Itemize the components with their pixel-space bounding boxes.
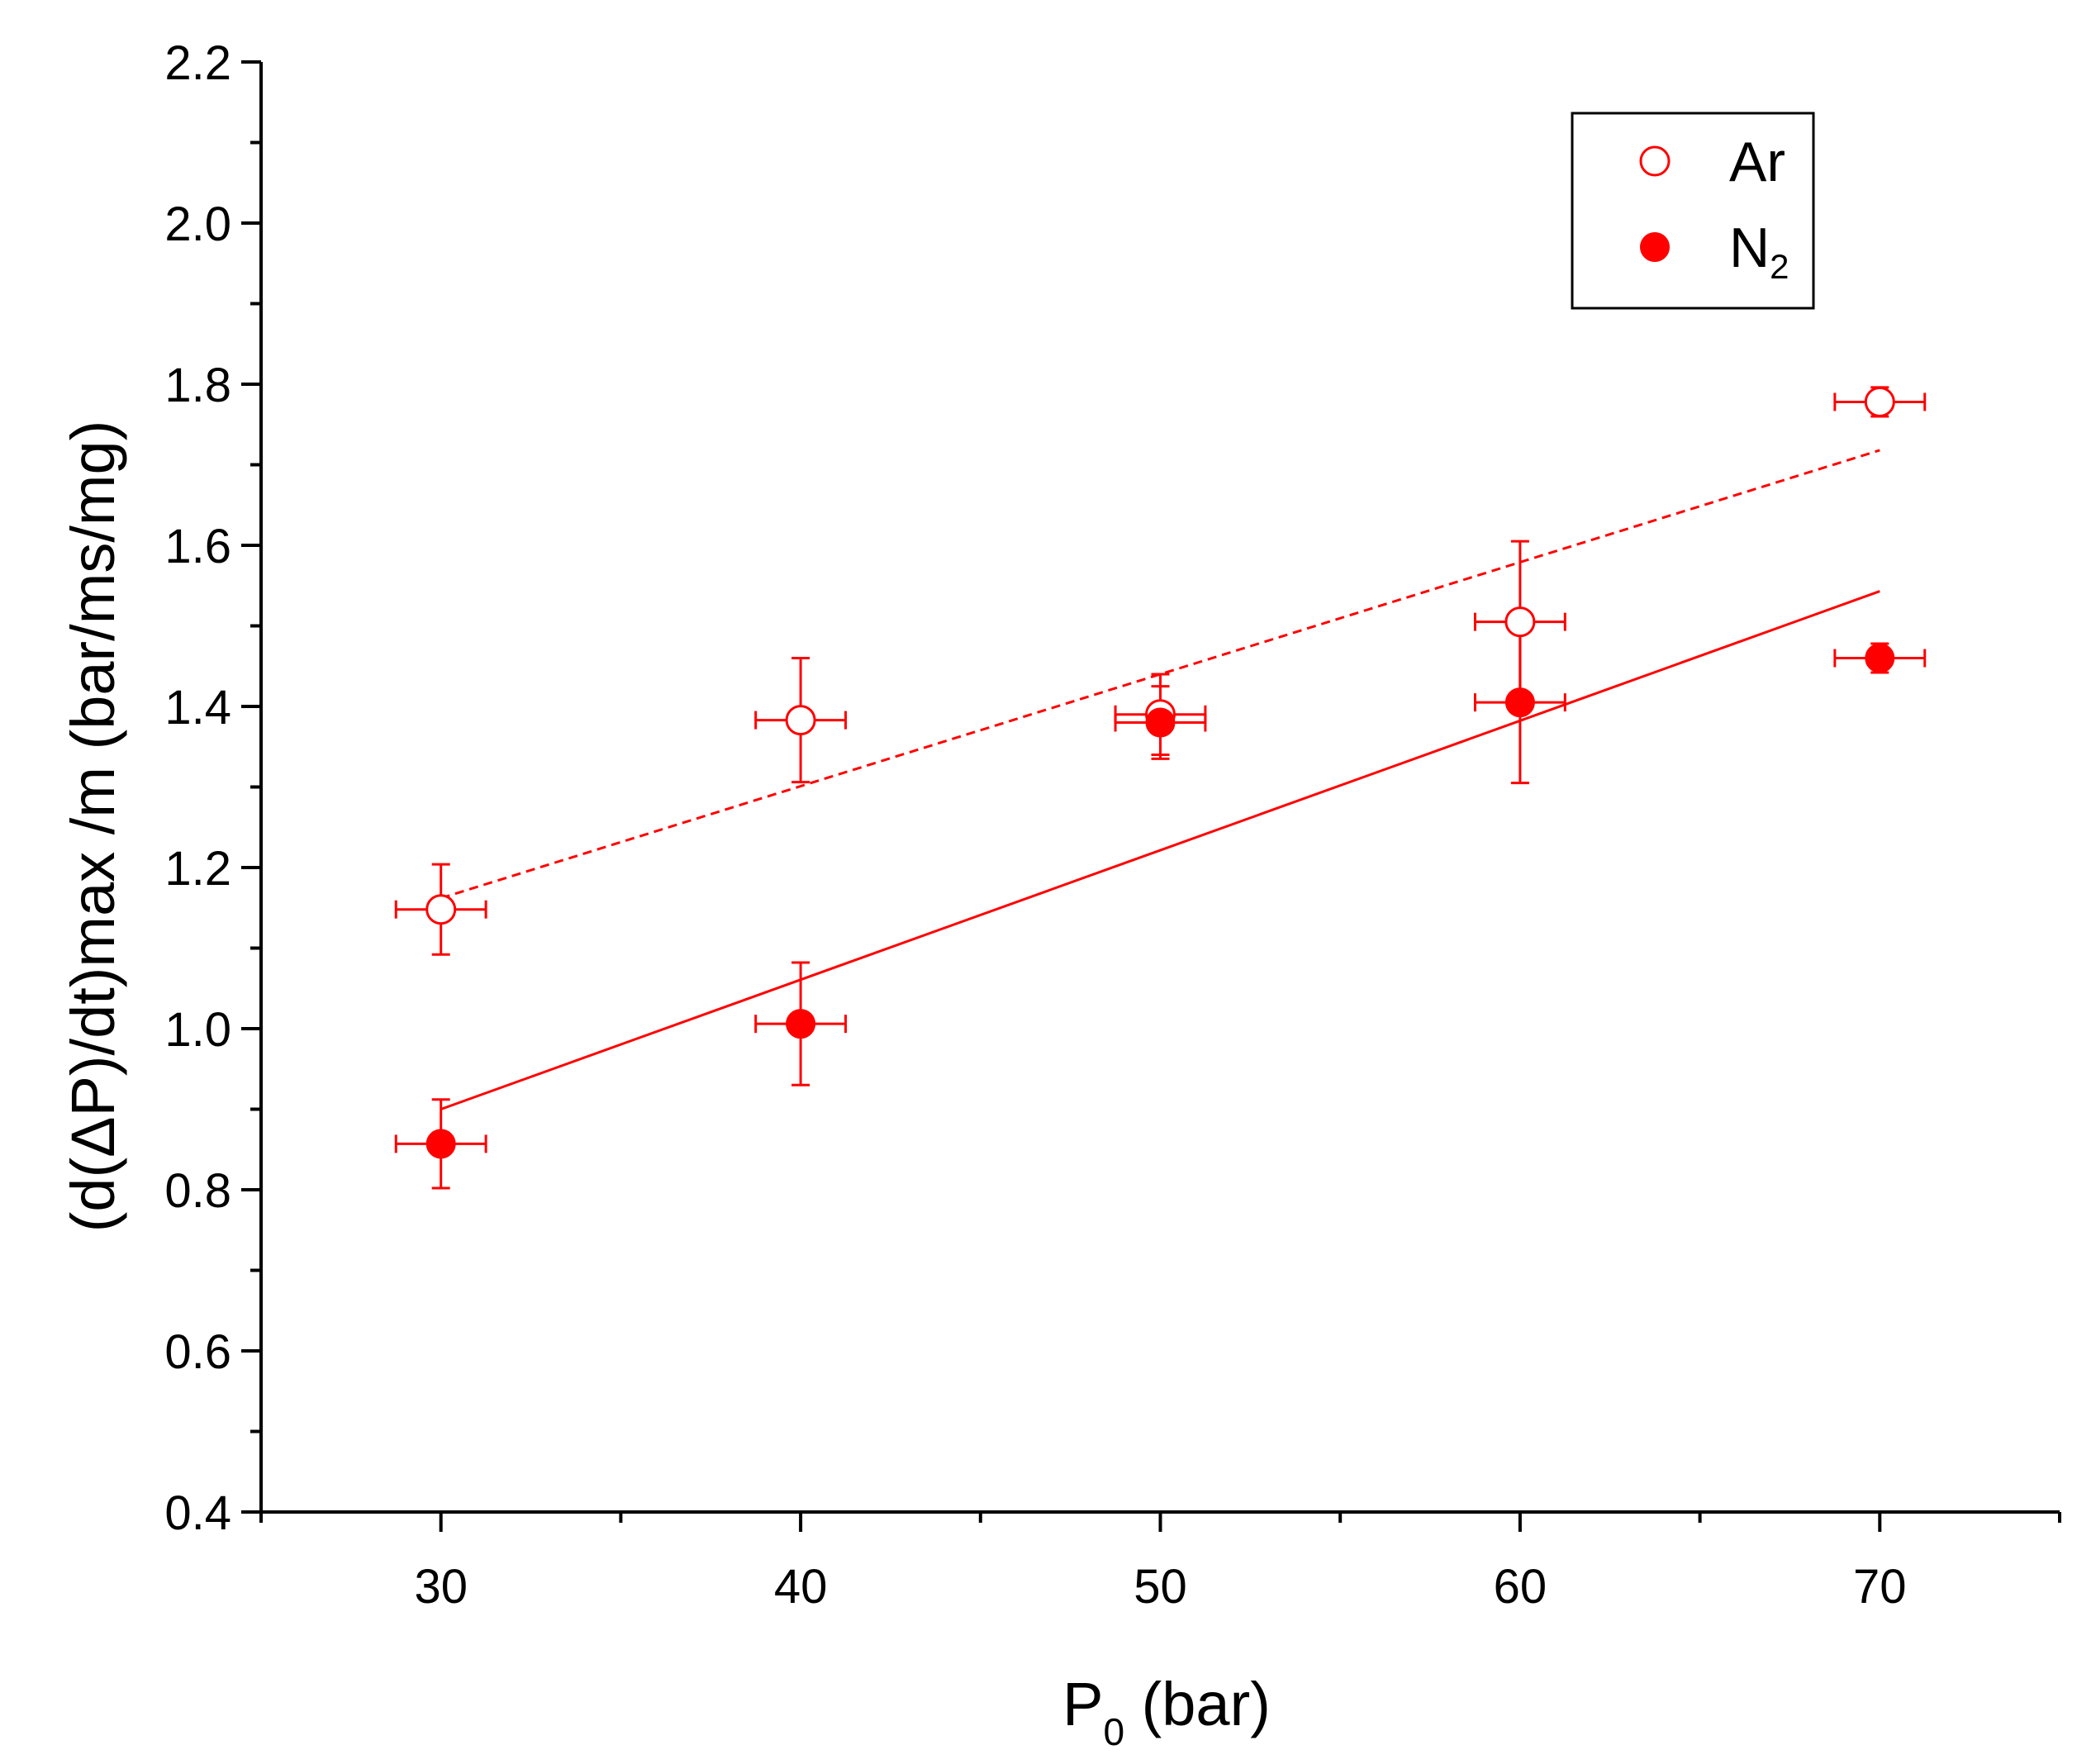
y-tick-label: 0.6 [164,1325,231,1379]
tick-labels: 0.4 0.6 0.8 1.0 1.2 1.4 1.6 1.8 2.0 2.2 30 40 50 60 70 [164,36,1906,1614]
legend-label-n2: N2 [1729,216,1789,286]
data-markers [425,386,1895,1159]
legend-box [1571,112,1815,310]
y-axis-title: (d(ΔP)/dt)max /m (bar/ms/mg) [59,421,127,1233]
axes [241,60,2061,1532]
x-axis-title-suffix: (bar) [1124,1670,1271,1738]
legend-marker-ar [1639,145,1671,177]
x-axis-title-main: P [1062,1670,1103,1738]
legend: Ar N2 [1571,112,1815,310]
legend-label-ar: Ar [1729,131,1785,193]
fit-line-n2 [440,590,1880,1110]
data-point-ar [425,894,457,925]
y-tick-label: 1.8 [164,359,231,412]
data-point-n2 [1145,707,1176,738]
data-point-n2 [1865,643,1895,673]
data-point-ar [785,705,816,736]
data-point-ar [1504,606,1536,638]
legend-marker-n2 [1640,232,1670,262]
y-tick-label: 0.8 [164,1164,231,1218]
x-axis-title-subscript: 0 [1103,1710,1124,1753]
x-tick-label: 30 [414,1560,468,1614]
x-tick-label: 60 [1494,1560,1547,1614]
data-point-n2 [786,1009,816,1039]
data-point-ar [1864,386,1895,417]
y-tick-label: 1.2 [164,842,231,896]
x-tick-label: 70 [1853,1560,1907,1614]
y-tick-label: 1.0 [164,1003,231,1057]
y-tick-label: 1.6 [164,520,231,573]
y-tick-label: 2.2 [164,36,231,90]
fit-line-ar [440,449,1880,900]
x-axis-title: P0 (bar) [1062,1670,1271,1753]
data-point-n2 [1504,687,1535,718]
data-point-n2 [425,1129,456,1159]
x-tick-label: 40 [774,1560,828,1614]
y-tick-label: 1.4 [164,681,231,735]
x-tick-label: 50 [1134,1560,1187,1614]
y-tick-label: 2.0 [164,197,231,251]
fit-lines [440,449,1880,1110]
y-tick-label: 0.4 [164,1486,231,1540]
